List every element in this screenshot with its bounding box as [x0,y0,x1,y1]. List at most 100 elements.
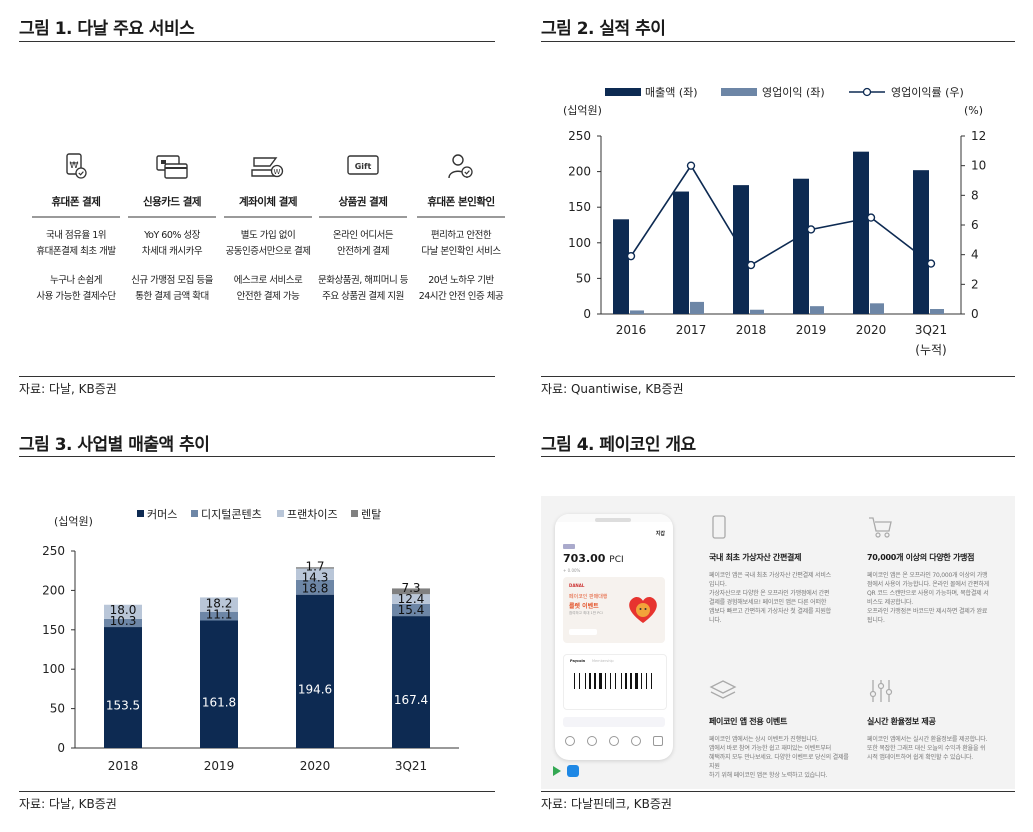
fig2-title: 그림 2. 실적 추이 [541,19,666,39]
fig1-source-rule [19,376,495,377]
service-name: 신용카드 결제 [128,186,216,218]
nav-home-icon[interactable] [565,736,575,746]
phone-notch [595,518,631,522]
label-1-2018: 153.5 [106,699,140,713]
service-detail: 에스크로 서비스로 안전한 결제 가능 [233,275,303,302]
chart3-xtick-label: 2018 [108,759,139,773]
event-banner[interactable]: DANAL 페이코인 판매대행 룰렛 이벤트 참여하고 최대 1만 PCI [563,577,665,643]
label-1-2020: 194.6 [298,682,332,696]
phone-mockup: 지갑 703.00 PCI + 0.00% DANAL 페이코인 판매대행 룰렛… [555,514,673,760]
chart2-y2tick-label: 8 [971,188,979,202]
bar-op-2019 [810,306,824,314]
apple-store-icon [567,765,579,777]
nav-more-icon[interactable] [653,736,663,746]
fig1-title-rule [19,41,495,42]
legend-label-op: 영업이익 (좌) [762,86,825,99]
heart-mascot-icon [629,597,657,623]
chart2-xtick-label: 2017 [676,323,707,337]
chart2-y2tick-label: 10 [971,159,986,173]
chart2-ytick-label: 0 [583,307,591,321]
fig3-source-rule [19,791,495,792]
label-2-2020: 18.8 [302,582,329,596]
label-3-3Q21: 12.4 [398,592,425,606]
chart2-ytick-label: 50 [576,271,591,285]
service-highlight: 별도 가입 없이 공동인증서만으로 결제 [225,230,311,257]
service-name: 휴대폰 본인확인 [417,186,505,218]
svg-text:₩: ₩ [70,161,79,171]
chart3-legend: 커머스 디지털콘텐츠 프랜차이즈 렌탈 [137,508,381,521]
chart2-ytick-label: 200 [568,165,591,179]
chart3-ytick-label: 100 [42,662,65,676]
feature-desc: 페이코인 앱에서는 상시 이벤트가 진행됩니다. 앱에서 바로 참여 가능한 쉽고… [709,736,849,779]
bar-4-3Q21 [392,588,430,595]
tab-membership[interactable]: Membership [592,659,614,663]
chart2-xtick-label: 2016 [616,323,647,337]
bar-3-2019 [200,597,238,612]
feature-desc: 페이코인 앱에서는 실시간 환율정보를 제공합니다. 또한 복잡한 그래프 대신 … [867,736,988,761]
bar-op-2018 [750,309,764,314]
label-4-3Q21: 7.3 [401,581,420,595]
bar-sales-2016 [613,219,629,314]
bar-op-2017 [690,301,704,314]
nav-pay-icon[interactable] [587,736,597,746]
tab-paycoin[interactable]: Paycoin [570,659,586,663]
chart2-xtick-label: 3Q21 [915,323,947,337]
fig1-source: 자료: 다날, KB증권 [19,382,117,396]
paycoin-balance: 703.00 [563,552,606,565]
sliders-icon [867,678,1007,708]
bar-op-3Q21 [930,309,944,314]
label-2-2018: 10.3 [110,614,137,628]
bar-sales-2017 [673,191,689,314]
fig3-title-rule [19,456,495,457]
bank-transfer-icon: W [218,152,318,186]
label-4-2020: 1.7 [305,560,324,574]
paycoin-change: + 0.00% [563,568,581,573]
phone-header-label: 지갑 [655,531,665,537]
bar-4-2020 [296,567,334,569]
service-2: 신용카드 결제 YoY 60% 성장 차세대 캐시카우 신규 가맹점 모집 등을 통한 … [122,152,222,305]
svg-text:W: W [274,168,281,176]
user-verify-icon [411,152,511,186]
label-1-2019: 161.8 [202,695,236,709]
legend-label-3: 프랜차이즈 [287,508,338,521]
service-name: 상품권 결제 [319,186,407,218]
service-1: ₩ 휴대폰 결제 국내 점유율 1위 휴대폰결제 최초 개발 누구나 손쉽게 사용 가능한… [26,152,126,305]
point-op-margin-2016 [626,251,636,261]
bar-3-2020 [296,568,334,580]
fig2-title-rule [541,41,1015,42]
barcode-icon [574,673,652,689]
chart2-ytick-label: 100 [568,236,591,250]
legend-label-margin: 영업이익률 (우) [891,86,964,99]
legend-label-1: 커머스 [147,508,177,521]
banner-brand: DANAL [569,583,585,588]
service-detail: 누구나 손쉽게 사용 가능한 결제수단 [36,275,116,302]
chart2-y2tick-label: 2 [971,277,979,291]
bar-2-2020 [296,579,334,595]
chart2-ytick-label: 250 [568,129,591,143]
legend-swatch-3 [277,510,284,517]
phone-outline-icon [709,514,849,544]
chart2-y2tick-label: 12 [971,129,986,143]
service-5: 휴대폰 본인확인 편리하고 안전한 다날 본인확인 서비스 20년 노하우 기반 24시… [411,152,511,305]
paycoin-feature-2: 70,000개 이상의 다양한 가맹점 페이코인 앱은 온 오프라인 70,000… [867,514,1007,625]
bar-2-2018 [104,618,142,628]
paycoin-overview: 지갑 703.00 PCI + 0.00% DANAL 페이코인 판매대행 룰렛… [541,496,1015,789]
point-op-margin-2017 [686,161,696,170]
point-op-margin-2020 [866,213,876,222]
paycoin-barcode-card[interactable]: Paycoin Membership [563,654,667,710]
bar-sales-2020 [853,151,869,314]
service-name: 휴대폰 결제 [32,186,120,218]
nav-scan-icon[interactable] [609,736,619,746]
legend-swatch-1 [137,510,144,517]
nav-event-icon[interactable] [631,736,641,746]
won-check-icon: ₩ [26,152,126,186]
fig2-source-rule [541,376,1015,377]
service-4: Gift 상품권 결제 온라인 어디서든 안전하게 결제 문화상품권, 해피머니 등 주요… [313,152,413,305]
service-name: 계좌이체 결제 [224,186,312,218]
layers-icon [709,678,849,708]
label-1-3Q21: 167.4 [394,693,428,707]
fig4-source-rule [541,791,1015,792]
banner-text3: 참여하고 최대 1만 PCI [569,611,603,615]
fig4-title-rule [541,456,1015,457]
paycoin-feature-1: 국내 최초 가상자산 간편결제 페이코인 앱은 국내 최초 가상자산 간편결제 서… [709,514,849,625]
